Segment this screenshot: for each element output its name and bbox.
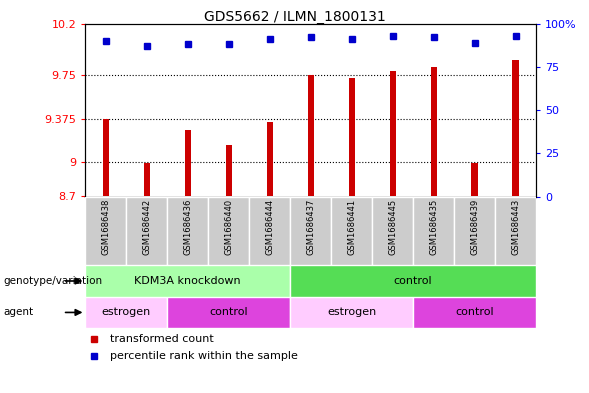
Bar <box>372 196 413 265</box>
Bar <box>127 196 167 265</box>
Bar <box>144 163 150 196</box>
Bar <box>290 297 413 328</box>
Bar <box>85 297 167 328</box>
Bar <box>471 163 478 196</box>
Text: GDS5662 / ILMN_1800131: GDS5662 / ILMN_1800131 <box>204 10 385 24</box>
Bar <box>267 121 273 196</box>
Bar <box>226 145 232 196</box>
Text: agent: agent <box>3 307 33 318</box>
Bar <box>413 297 536 328</box>
Bar <box>413 196 454 265</box>
Bar <box>209 196 249 265</box>
Text: control: control <box>394 276 432 286</box>
Text: GSM1686438: GSM1686438 <box>101 198 110 255</box>
Bar <box>249 196 290 265</box>
Text: estrogen: estrogen <box>102 307 151 318</box>
Text: GSM1686439: GSM1686439 <box>470 198 479 255</box>
Text: GSM1686443: GSM1686443 <box>511 198 520 255</box>
Bar <box>512 61 518 196</box>
Text: percentile rank within the sample: percentile rank within the sample <box>110 351 298 362</box>
Text: genotype/variation: genotype/variation <box>3 276 102 286</box>
Text: KDM3A knockdown: KDM3A knockdown <box>134 276 241 286</box>
Bar <box>290 196 331 265</box>
Text: GSM1686437: GSM1686437 <box>306 198 315 255</box>
Bar <box>167 196 209 265</box>
Text: control: control <box>210 307 248 318</box>
Text: GSM1686444: GSM1686444 <box>265 198 274 255</box>
Text: GSM1686441: GSM1686441 <box>347 198 356 255</box>
Text: control: control <box>455 307 494 318</box>
Bar <box>495 196 536 265</box>
Text: GSM1686436: GSM1686436 <box>183 198 193 255</box>
Bar <box>103 119 109 196</box>
Bar <box>290 265 536 297</box>
Bar <box>85 265 290 297</box>
Bar <box>431 67 436 196</box>
Text: GSM1686445: GSM1686445 <box>388 198 397 255</box>
Bar <box>85 196 127 265</box>
Text: GSM1686435: GSM1686435 <box>429 198 438 255</box>
Text: GSM1686442: GSM1686442 <box>143 198 151 255</box>
Bar <box>185 130 191 196</box>
Text: transformed count: transformed count <box>110 334 214 344</box>
Text: estrogen: estrogen <box>327 307 376 318</box>
Bar <box>389 71 396 196</box>
Bar <box>454 196 495 265</box>
Bar <box>307 75 314 196</box>
Bar <box>349 78 355 196</box>
Bar <box>167 297 290 328</box>
Bar <box>331 196 372 265</box>
Text: GSM1686440: GSM1686440 <box>224 198 233 255</box>
